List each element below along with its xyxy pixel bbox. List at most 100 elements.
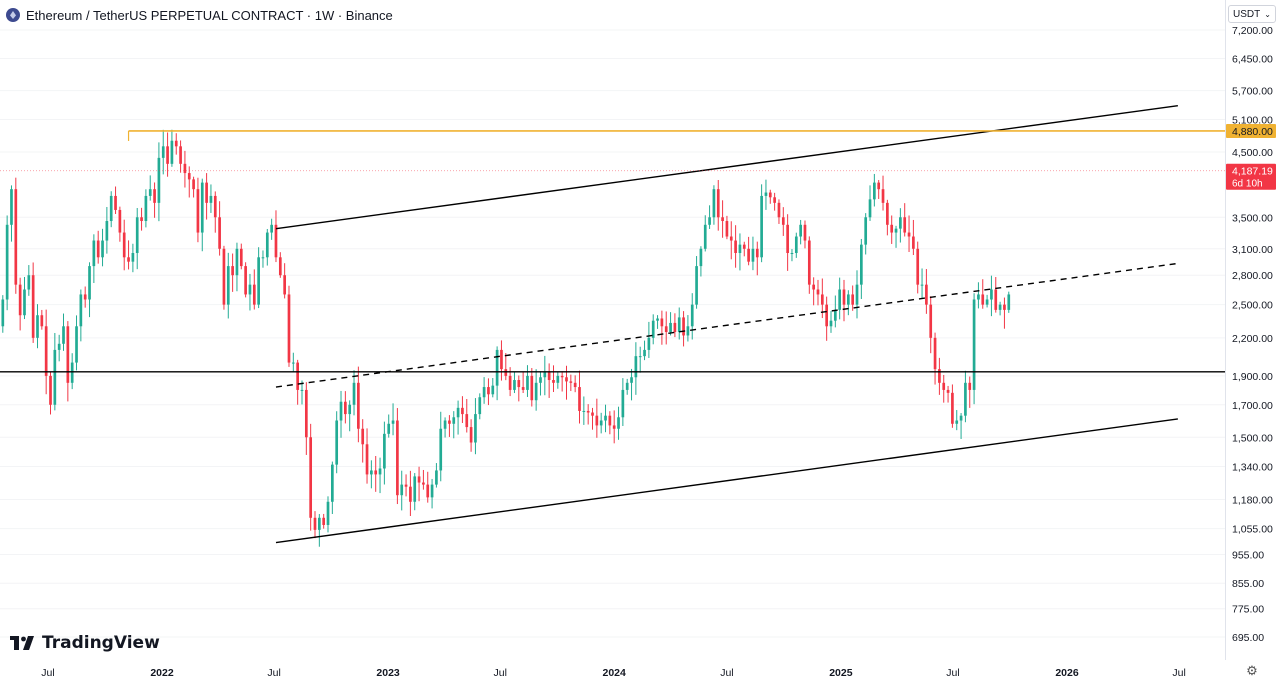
candle-down [842,279,846,322]
candle-down [31,262,35,343]
candle-body [708,217,711,225]
x-tick-label: Jul [720,667,733,679]
candle-body [517,380,521,388]
candle-body [864,217,868,245]
candle-down [820,278,824,319]
candle-down [274,210,278,263]
candle-body [179,146,182,164]
candle-up [157,142,161,222]
candle-down [469,419,473,452]
candle-body [912,236,915,249]
candle-body [482,387,486,398]
candle-body [114,195,117,210]
candle-body [673,322,677,332]
y-tick-label: 7,200.00 [1232,25,1273,37]
candle-down [729,221,733,260]
candle-down [344,391,347,424]
candle-body [643,349,646,357]
candle-up [109,191,113,228]
candle-body [439,428,443,471]
candle-body [183,163,187,174]
candle-down [968,376,972,408]
candle-body [582,410,586,412]
y-tick-label: 855.00 [1232,578,1264,590]
candle-body [851,294,855,305]
candle-body [18,284,22,316]
candle-body [413,476,417,502]
candle-up [972,293,976,405]
x-tick-label: Jul [493,667,506,679]
x-tick-label: 2026 [1055,667,1079,679]
candle-body [829,320,833,327]
candle-down [66,321,70,402]
candle-body [721,217,724,222]
candle-body [591,412,594,416]
y-tick-label: 6,450.00 [1232,54,1273,66]
candle-up [400,470,404,511]
gear-icon[interactable]: ⚙ [1246,663,1258,678]
candle-up [200,178,204,252]
candle-up [482,377,486,404]
candle-body [777,202,781,218]
candle-body [235,248,239,276]
candle-body [283,275,286,295]
candle-body [83,294,87,300]
candle-down [244,262,247,298]
candle-up [977,282,980,309]
candle-body [990,289,993,300]
candle-body [846,294,850,305]
candle-up [378,457,382,494]
candle-body [630,377,633,383]
candle-down [573,375,577,393]
candle-up [348,400,352,432]
candle-body [625,382,629,390]
candle-up [617,406,620,440]
candle-down [660,310,664,345]
candle-body [361,428,365,445]
candle-body [474,414,477,443]
candle-body [487,387,490,395]
candle-body [500,349,503,370]
candle-body [569,381,573,383]
candle-down [96,230,100,264]
candle-body [435,470,438,485]
candle-body [456,407,460,418]
candle-body [513,380,516,390]
candle-down [365,428,369,484]
candle-up [148,175,152,201]
candle-body [352,382,356,405]
candle-body [357,382,360,429]
candle-body [773,197,776,203]
candle-up [539,371,542,396]
candle-down [361,419,365,463]
candle-up [131,243,135,273]
candle-down [916,241,920,294]
currency-selector[interactable]: USDT ⌄ [1228,5,1276,23]
candle-up [331,461,334,515]
candle-up [669,312,672,336]
candle-down [877,180,881,199]
candle-up [335,411,339,474]
candle-up [443,417,447,438]
y-tick-label: 1,500.00 [1232,432,1273,444]
candle-down [166,132,169,177]
candle-down [773,192,776,211]
candle-body [101,240,104,258]
candle-down [586,404,590,425]
candle-up [261,250,265,268]
candle-body [335,420,339,465]
candle-body [465,414,469,428]
candle-body [664,326,668,332]
candle-up [317,514,321,547]
candle-down [504,353,508,381]
candle-body [1003,304,1006,310]
candle-body [755,248,759,258]
candle-down [925,269,928,314]
candle-up [439,411,443,482]
candle-down [183,150,187,188]
candle-body [556,375,560,383]
candle-down [465,399,469,433]
tradingview-logo[interactable]: TradingView [10,633,160,653]
candle-body [331,464,334,502]
